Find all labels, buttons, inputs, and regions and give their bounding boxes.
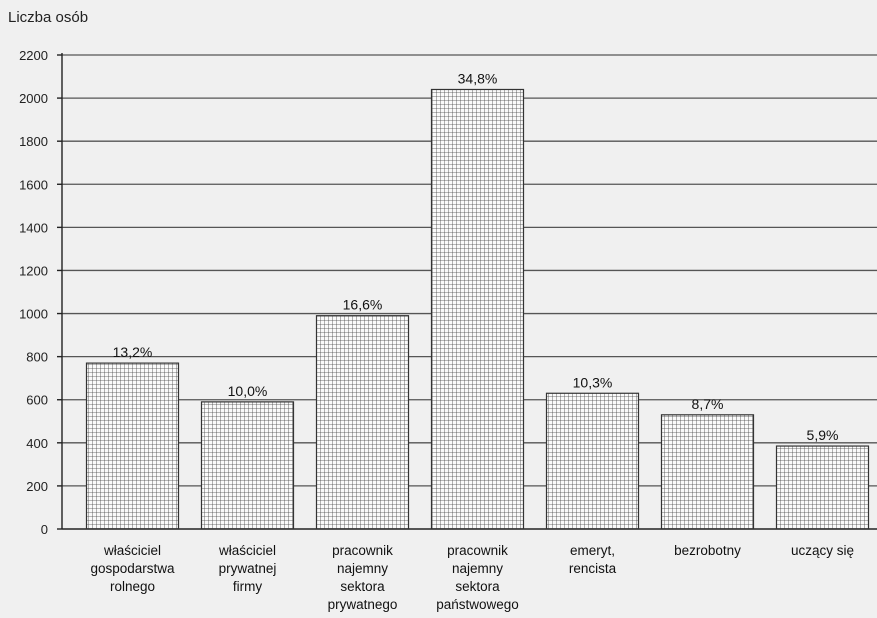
y-tick-labels: 0 200 400 600 800 1000 1200 1400 1600 1800 2000 220… — [19, 48, 48, 537]
category-label: emeryt, rencista — [569, 543, 617, 576]
bars — [85, 88, 870, 530]
category-label: pracownik najemny sektora prywatnego — [328, 543, 398, 612]
bar — [430, 88, 525, 530]
y-tick-label: 200 — [26, 479, 48, 494]
y-tick-label: 800 — [26, 350, 48, 365]
bar — [315, 315, 410, 530]
category-label: uczący się — [791, 543, 854, 558]
category-label: bezrobotny — [674, 543, 741, 558]
data-label: 13,2% — [113, 344, 153, 360]
y-tick-label: 1200 — [19, 263, 48, 278]
y-tick-label: 1800 — [19, 134, 48, 149]
data-label: 8,7% — [692, 396, 724, 412]
bar — [85, 362, 180, 530]
bar — [775, 445, 870, 530]
category-label: właściciel gospodarstwa rolnego — [90, 543, 175, 594]
y-tick-label: 2200 — [19, 48, 48, 63]
data-label: 5,9% — [807, 427, 839, 443]
y-tick-label: 1000 — [19, 307, 48, 322]
data-labels: 13,2% 10,0% 16,6% 34,8% 10,3% 8,7% 5,9% — [113, 70, 839, 443]
data-label: 10,3% — [573, 374, 613, 390]
data-label: 16,6% — [343, 297, 383, 313]
data-label: 10,0% — [228, 383, 268, 399]
y-tick-label: 2000 — [19, 91, 48, 106]
y-tick-label: 0 — [41, 522, 48, 537]
y-tick-label: 1600 — [19, 177, 48, 192]
category-labels: właściciel gospodarstwa rolnego właściciel p… — [90, 543, 854, 612]
bar — [200, 401, 295, 530]
y-axis-title: Liczba osób — [8, 9, 88, 26]
category-label: pracownik najemny sektora państwowego — [436, 543, 519, 612]
y-tick-label: 600 — [26, 393, 48, 408]
bar — [660, 414, 755, 530]
category-label: właściciel prywatnej firmy — [218, 543, 276, 594]
bar — [545, 392, 640, 530]
data-label: 34,8% — [458, 70, 498, 86]
y-tick-label: 400 — [26, 436, 48, 451]
y-tick-label: 1400 — [19, 220, 48, 235]
